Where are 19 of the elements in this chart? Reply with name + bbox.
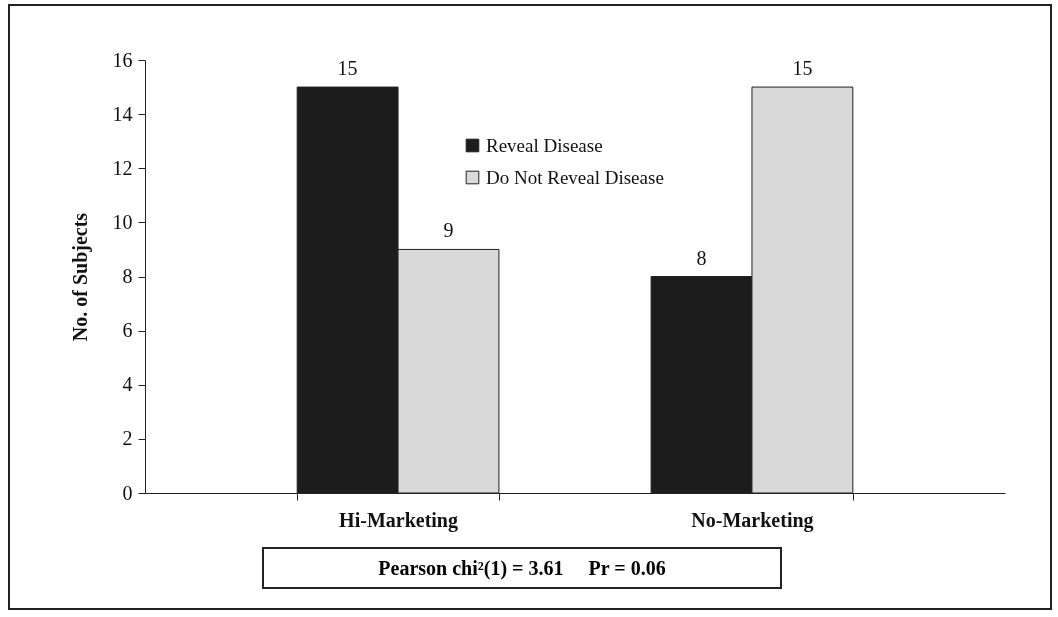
y-tick-label: 12 [112,156,133,179]
data-label: 15 [337,57,358,80]
y-tick-label: 0 [122,481,133,504]
y-tick-label: 6 [122,319,133,342]
legend-label: Reveal Disease [486,134,603,156]
x-tick-label: No-Marketing [691,508,814,532]
y-tick-label: 4 [122,373,133,396]
y-tick-label: 8 [122,265,133,287]
legend-label: Do Not Reveal Disease [486,166,664,188]
y-tick-label: 14 [112,102,133,125]
note-frame: Pearson chi²(1) = 3.61 Pr = 0.06 [262,547,782,589]
data-label: 15 [792,57,813,80]
data-label: 9 [443,219,454,242]
y-tick-label: 16 [112,48,133,71]
y-axis-title: No. of Subjects [68,212,92,342]
data-label: 8 [696,246,707,269]
y-tick-label: 10 [112,210,133,233]
x-tick-label: Hi-Marketing [339,508,458,532]
y-tick-label: 2 [122,427,133,450]
